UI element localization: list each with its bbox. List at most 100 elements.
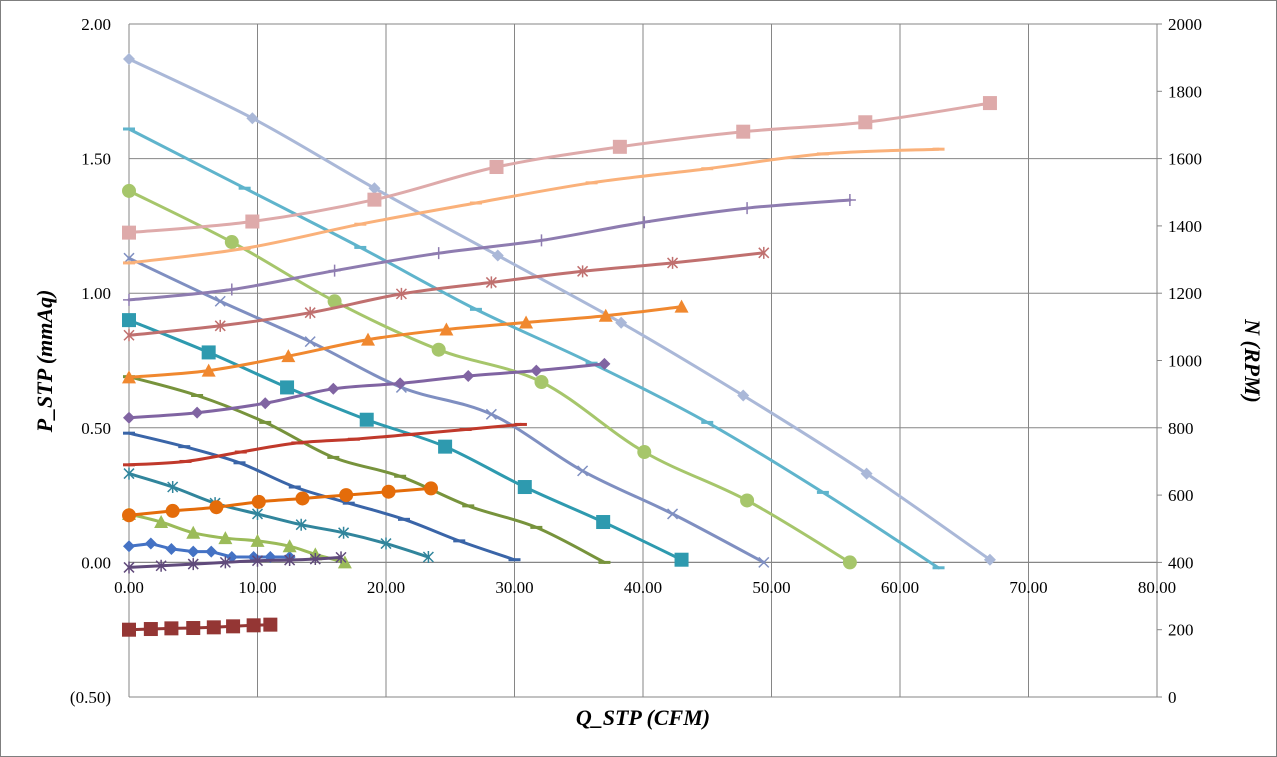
data-point (517, 480, 532, 495)
data-point (327, 455, 340, 459)
data-point (535, 234, 548, 247)
series-line (127, 555, 343, 569)
data-point (530, 364, 543, 377)
axes (128, 23, 1162, 698)
y-right-tick-label: 0 (1168, 688, 1177, 707)
y-left-tick-label: 1.00 (81, 284, 111, 303)
data-point (403, 433, 416, 437)
series-9 (123, 127, 945, 570)
data-point (123, 561, 135, 574)
data-point (263, 617, 278, 632)
x-tick-label: 40.00 (624, 578, 662, 597)
data-point (637, 445, 652, 460)
series-line (127, 147, 940, 265)
data-series (122, 52, 997, 637)
x-tick-label: 60.00 (881, 578, 919, 597)
series-line (127, 101, 992, 235)
data-point (422, 551, 434, 564)
data-point (489, 160, 504, 175)
data-point (209, 500, 224, 515)
data-point (462, 369, 475, 382)
data-point (342, 501, 355, 505)
series-12 (123, 551, 347, 574)
data-point (736, 124, 751, 139)
data-point (741, 202, 754, 215)
data-point (338, 526, 350, 539)
series-line (127, 198, 852, 302)
series-10 (123, 52, 996, 566)
data-point (462, 504, 475, 508)
data-point (585, 181, 598, 185)
x-tick-label: 10.00 (238, 578, 276, 597)
data-point (282, 539, 297, 553)
data-point (932, 147, 945, 151)
data-point (459, 427, 472, 431)
data-point (335, 551, 347, 564)
data-point (123, 261, 135, 265)
data-point (453, 539, 466, 543)
series-18 (123, 193, 856, 306)
data-point (259, 420, 272, 424)
y-right-tick-label: 400 (1168, 553, 1194, 572)
data-point (123, 52, 135, 65)
data-point (144, 537, 157, 550)
data-point (187, 558, 199, 571)
data-point (519, 315, 534, 329)
data-point (439, 322, 454, 336)
data-point (598, 357, 611, 370)
series-line (127, 305, 683, 379)
x-tick-label: 50.00 (752, 578, 790, 597)
data-point (701, 167, 714, 171)
series-16 (122, 299, 689, 384)
data-point (143, 622, 158, 637)
data-point (155, 559, 167, 572)
data-point (187, 545, 200, 558)
data-point (201, 345, 216, 360)
data-point (167, 481, 179, 494)
y-right-tick-label: 1800 (1168, 82, 1202, 101)
data-point (122, 183, 136, 198)
y-left-tick-label: (0.50) (70, 688, 111, 707)
data-point (201, 363, 216, 377)
data-point (347, 437, 360, 441)
data-point (367, 192, 382, 207)
data-point (983, 553, 996, 566)
data-point (615, 316, 628, 329)
y-left-tick-label: 1.50 (81, 150, 111, 169)
data-point (123, 293, 135, 306)
data-point (431, 342, 446, 357)
data-point (291, 441, 304, 445)
data-point (224, 235, 239, 250)
data-point (295, 491, 310, 506)
series-line (127, 57, 992, 562)
data-point (842, 555, 857, 570)
data-point (259, 397, 272, 410)
data-point (226, 619, 241, 634)
series-20 (122, 96, 997, 240)
data-point (225, 283, 238, 296)
data-point (598, 308, 613, 322)
series-19 (123, 147, 945, 265)
series-line (127, 318, 683, 562)
data-point (309, 553, 321, 566)
data-point (585, 361, 598, 365)
data-point (218, 531, 233, 545)
data-point (238, 246, 251, 250)
y-right-tick-label: 2000 (1168, 15, 1202, 34)
data-point (154, 515, 169, 529)
data-point (858, 115, 873, 130)
data-point (534, 375, 549, 390)
data-point (577, 265, 589, 278)
data-point (354, 222, 367, 226)
data-point (438, 439, 453, 454)
data-point (361, 332, 376, 346)
data-point (327, 382, 340, 395)
data-point (281, 349, 296, 363)
data-point (740, 493, 755, 508)
data-point (123, 411, 135, 424)
data-point (596, 515, 611, 530)
data-point (250, 533, 265, 547)
data-point (395, 287, 407, 300)
data-point (612, 139, 627, 154)
data-point (423, 481, 438, 496)
